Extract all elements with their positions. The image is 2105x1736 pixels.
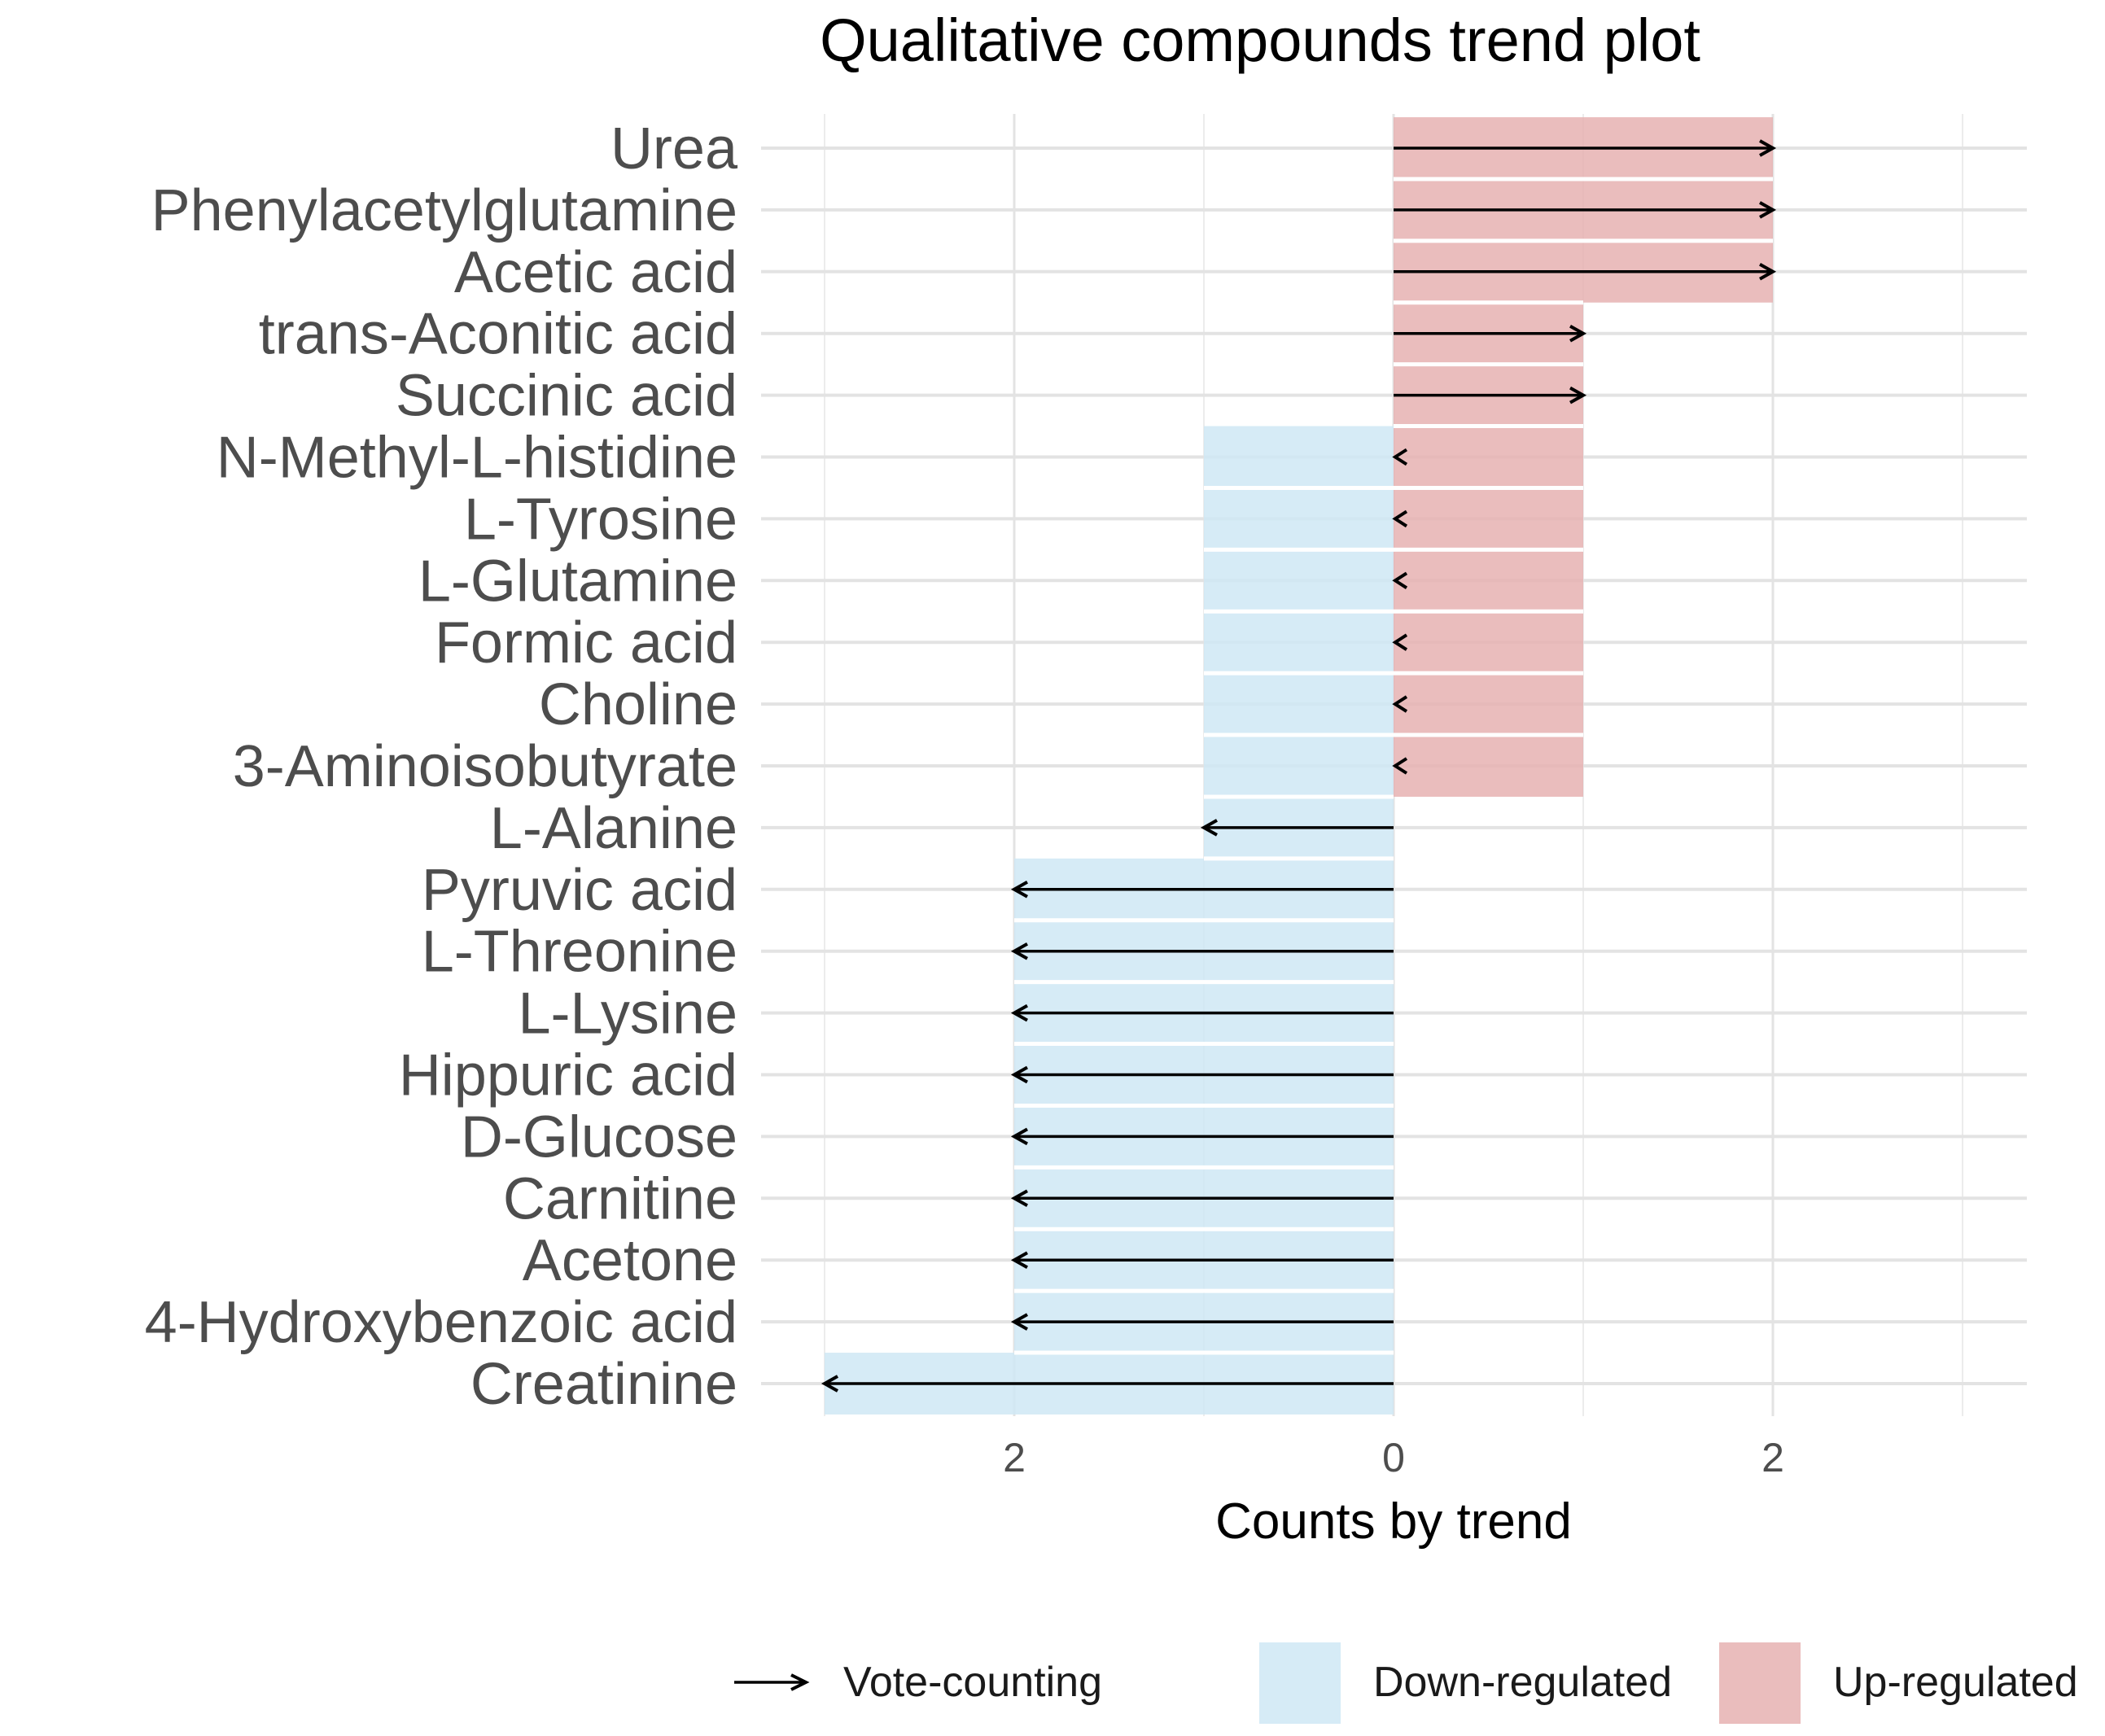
arrow-head bbox=[1569, 324, 1587, 343]
vote-counting-arrow bbox=[1392, 695, 1408, 713]
vote-counting-arrow bbox=[1394, 201, 1777, 219]
arrow-head bbox=[1010, 881, 1028, 899]
x-tick-label: 2 bbox=[1761, 1435, 1784, 1480]
legend-label: Up-regulated bbox=[1833, 1659, 2078, 1706]
arrow-head bbox=[1759, 139, 1777, 157]
arrow-head bbox=[1392, 633, 1408, 651]
y-tick-label: Creatinine bbox=[470, 1352, 737, 1417]
y-tick-label: Phenylacetylglutamine bbox=[151, 178, 737, 243]
arrow-head bbox=[1010, 1313, 1028, 1331]
vote-counting-arrow bbox=[1392, 448, 1408, 466]
vote-counting-arrow bbox=[1010, 1189, 1394, 1208]
bar-down-regulated bbox=[1204, 549, 1394, 612]
bar-up-regulated bbox=[1394, 549, 1583, 612]
arrow-head bbox=[1010, 942, 1028, 960]
legend-label: Down-regulated bbox=[1373, 1659, 1672, 1706]
arrow-head bbox=[1759, 263, 1777, 281]
y-tick-label: Hippuric acid bbox=[399, 1043, 737, 1109]
legend-item-down-regulated: Down-regulated bbox=[1259, 1642, 1672, 1724]
bar-up-regulated bbox=[1394, 735, 1583, 797]
vote-counting-arrow bbox=[1394, 386, 1587, 404]
vote-counting-arrow bbox=[1010, 1127, 1394, 1146]
legend-swatch bbox=[1719, 1642, 1801, 1724]
legend-label: Vote-counting bbox=[843, 1659, 1102, 1706]
bar-down-regulated bbox=[1204, 488, 1394, 550]
y-tick-label: Acetic acid bbox=[454, 240, 737, 305]
y-tick-label: Choline bbox=[539, 672, 737, 737]
separator-layer bbox=[1014, 177, 1773, 1355]
bar-up-regulated bbox=[1394, 426, 1583, 488]
bar-down-regulated bbox=[1204, 735, 1394, 797]
y-tick-label: 4-Hydroxybenzoic acid bbox=[145, 1290, 737, 1355]
legend-swatch bbox=[1259, 1642, 1341, 1724]
vote-counting-arrow bbox=[1010, 942, 1394, 960]
vote-counting-arrow bbox=[1010, 1313, 1394, 1331]
vote-counting-arrow bbox=[1392, 633, 1408, 651]
arrow-head bbox=[1392, 509, 1408, 528]
arrow-head bbox=[1392, 695, 1408, 713]
bar-down-regulated bbox=[1204, 673, 1394, 736]
y-tick-label: L-Threonine bbox=[422, 920, 737, 985]
vote-counting-arrow bbox=[1010, 1065, 1394, 1084]
legend: Vote-counting Down-regulated Up-regulated bbox=[734, 1642, 2078, 1724]
y-tick-label: Formic acid bbox=[435, 610, 737, 676]
arrow-head bbox=[1200, 819, 1218, 837]
bar-down-regulated bbox=[1204, 611, 1394, 674]
x-tick-label: 2 bbox=[1003, 1435, 1026, 1480]
bar-up-regulated bbox=[1394, 673, 1583, 736]
arrow-head bbox=[1392, 757, 1408, 775]
y-tick-label: Carnitine bbox=[503, 1166, 737, 1231]
vote-counting-arrow bbox=[1394, 263, 1777, 281]
arrow-head bbox=[1010, 1004, 1028, 1022]
vote-counting-arrow bbox=[1394, 324, 1587, 343]
y-tick-label: Pyruvic acid bbox=[422, 858, 737, 923]
vote-counting-arrow bbox=[1392, 509, 1408, 528]
y-tick-label: N-Methyl-L-histidine bbox=[217, 426, 737, 491]
y-tick-label: D-Glucose bbox=[461, 1104, 737, 1170]
y-tick-label: L-Glutamine bbox=[418, 549, 737, 614]
arrow-head bbox=[1010, 1189, 1028, 1208]
bar-down-regulated bbox=[1204, 426, 1394, 488]
y-tick-label: L-Alanine bbox=[490, 796, 737, 861]
arrow-head bbox=[821, 1375, 838, 1393]
vote-counting-arrow bbox=[1010, 1251, 1394, 1269]
bar-up-regulated bbox=[1394, 488, 1583, 550]
arrow-head bbox=[1392, 448, 1408, 466]
legend-item-up-regulated: Up-regulated bbox=[1719, 1642, 2078, 1724]
vote-counting-arrow bbox=[1392, 571, 1408, 589]
arrow-head bbox=[1759, 201, 1777, 219]
y-tick-label: 3-Aminoisobutyrate bbox=[233, 734, 737, 799]
arrow-head bbox=[1010, 1251, 1028, 1269]
chart-title: Qualitative compounds trend plot bbox=[820, 7, 1700, 74]
vote-counting-arrow bbox=[1010, 1004, 1394, 1022]
arrow-layer bbox=[821, 139, 1777, 1393]
x-tick-label: 0 bbox=[1382, 1435, 1405, 1480]
arrow-head bbox=[1569, 386, 1587, 404]
x-axis-title: Counts by trend bbox=[1215, 1493, 1572, 1550]
vote-counting-arrow bbox=[1200, 819, 1394, 837]
arrow-head bbox=[1392, 571, 1408, 589]
vote-counting-arrow bbox=[821, 1375, 1394, 1393]
arrow-head bbox=[1010, 1065, 1028, 1084]
y-tick-label: L-Lysine bbox=[519, 982, 737, 1047]
vote-counting-arrow bbox=[1394, 139, 1777, 157]
legend-item-vote-counting: Vote-counting bbox=[734, 1659, 1102, 1706]
y-tick-label: Urea bbox=[610, 116, 738, 181]
y-tick-label: Acetone bbox=[523, 1228, 737, 1293]
arrow-head bbox=[1010, 1127, 1028, 1146]
vote-counting-arrow bbox=[1392, 757, 1408, 775]
y-tick-label: Succinic acid bbox=[396, 364, 737, 429]
y-tick-label: trans-Aconitic acid bbox=[259, 302, 737, 367]
x-axis-ticks: 2 0 2 bbox=[1003, 1435, 1784, 1480]
legend-arrow-head bbox=[790, 1673, 810, 1691]
bar-up-regulated bbox=[1394, 611, 1583, 674]
y-tick-label: L-Tyrosine bbox=[464, 487, 737, 552]
vote-counting-arrow bbox=[1010, 881, 1394, 899]
